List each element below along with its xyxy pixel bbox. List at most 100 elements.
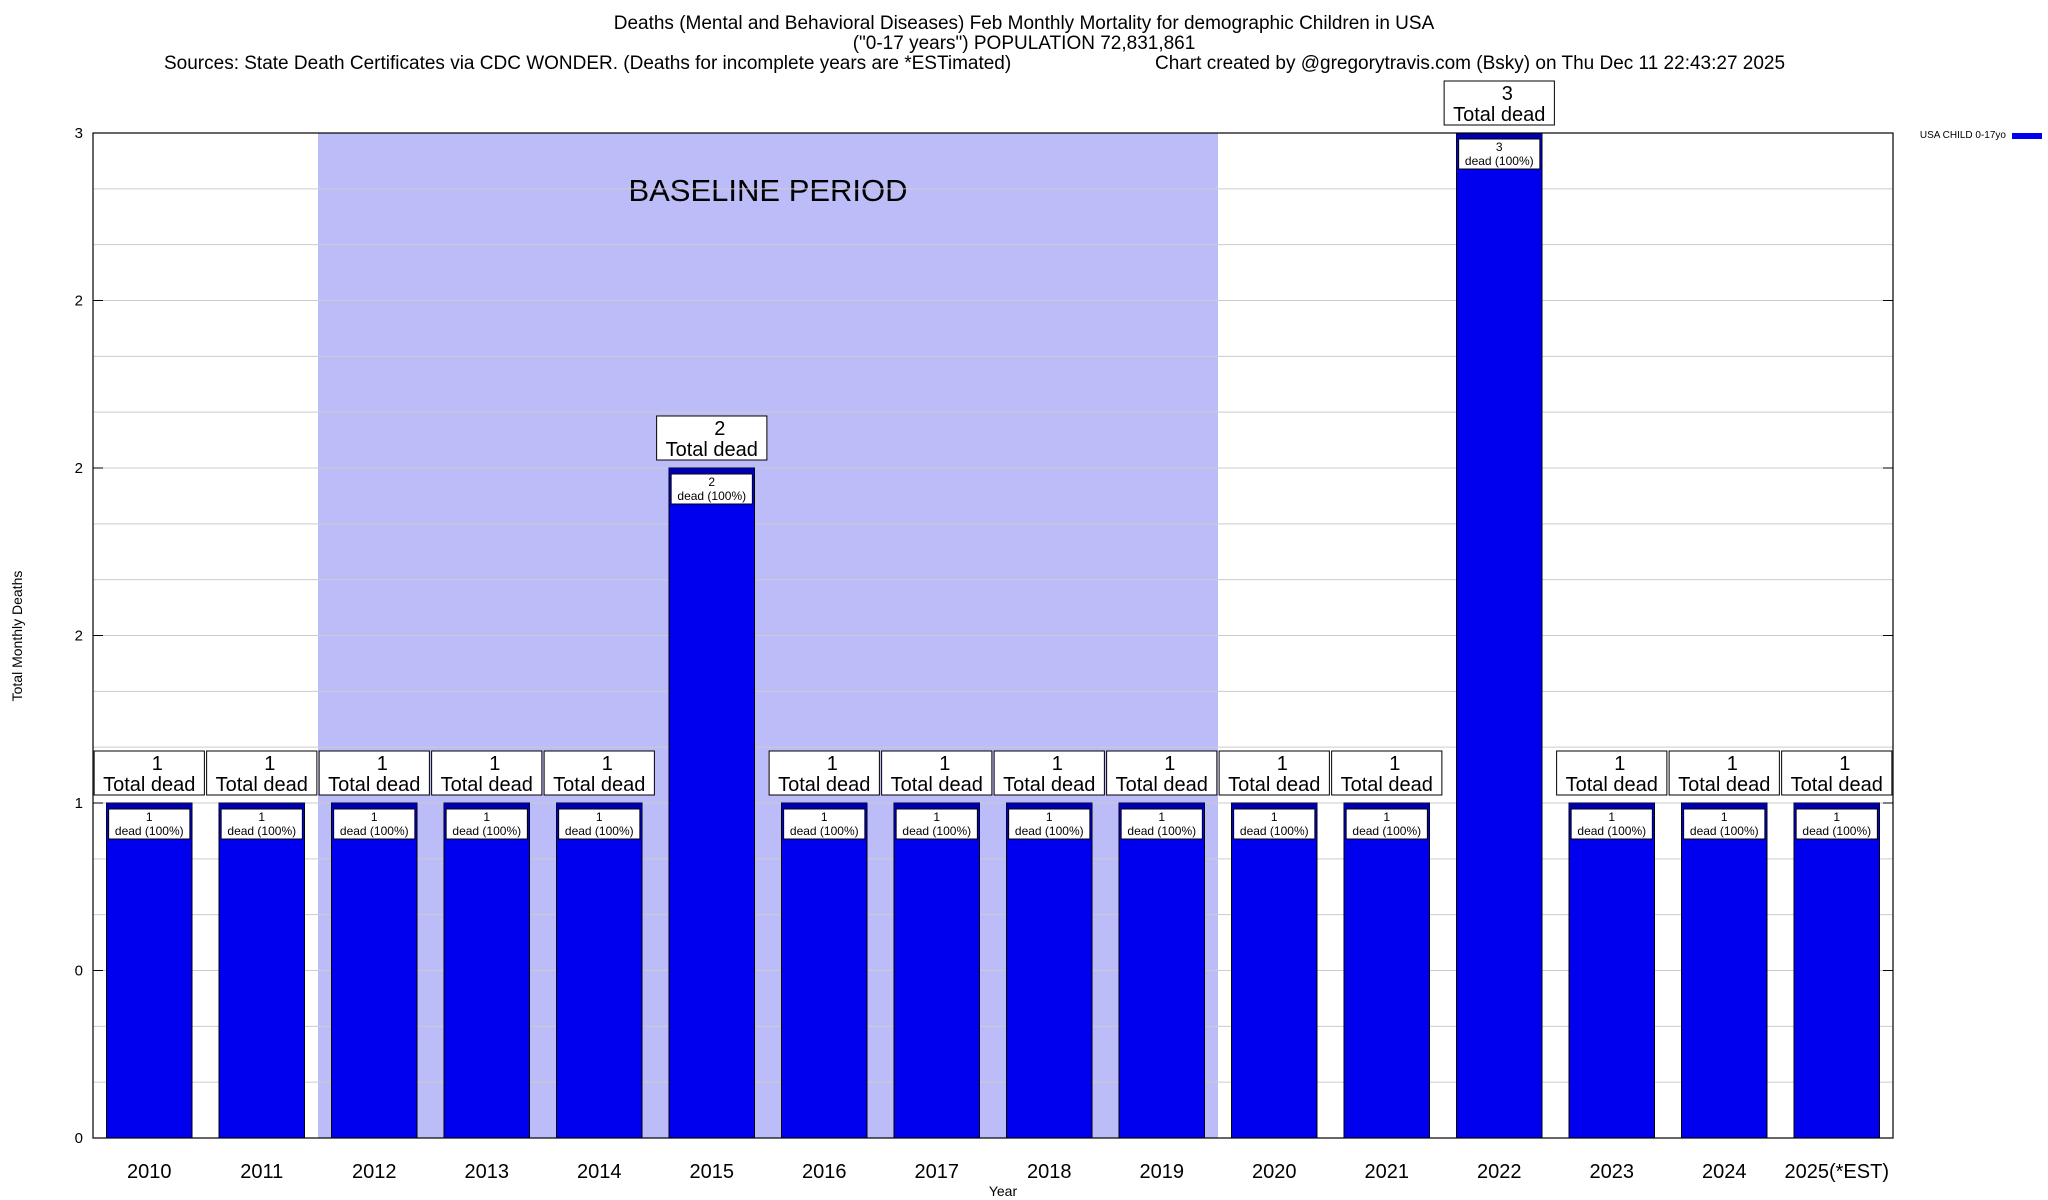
top-label-value: 1: [1164, 753, 1175, 775]
x-tick-label: 2023: [1590, 1161, 1635, 1183]
inner-label-text: dead (100%): [1802, 824, 1871, 838]
inner-label-text: dead (100%): [1015, 824, 1084, 838]
bar: [781, 802, 868, 1139]
chart-credit: Chart created by @gregorytravis.com (Bsk…: [1155, 53, 1786, 74]
x-tick-label: 2012: [352, 1161, 397, 1183]
inner-label-value: 1: [483, 810, 490, 824]
top-label-box: [1331, 750, 1443, 796]
chart-title-line2: ("0-17 years") POPULATION 72,831,861: [852, 33, 1196, 54]
bar: [1118, 802, 1205, 1139]
inner-label-box: [1458, 138, 1541, 170]
inner-label-value: 1: [258, 810, 265, 824]
top-label-text: Total dead: [103, 774, 195, 796]
top-label-box: [318, 750, 430, 796]
inner-label-value: 1: [1721, 810, 1728, 824]
top-label-value: 1: [1277, 753, 1288, 775]
inner-label-text: dead (100%): [677, 489, 746, 503]
bar: [1568, 802, 1655, 1139]
inner-label-value: 1: [596, 810, 603, 824]
top-label-value: 1: [827, 753, 838, 775]
bar-top-edge: [556, 803, 642, 808]
inner-label-value: 1: [821, 810, 828, 824]
inner-label-box: [895, 808, 978, 840]
top-label-text: Total dead: [216, 774, 308, 796]
top-label-box: [1218, 750, 1330, 796]
top-label-box: [656, 415, 768, 461]
bar: [218, 802, 305, 1139]
top-label-text: Total dead: [553, 774, 645, 796]
inner-label-text: dead (100%): [1690, 824, 1759, 838]
top-label-value: 1: [1052, 753, 1063, 775]
top-label-text: Total dead: [891, 774, 983, 796]
y-tick-label: 0: [75, 1130, 83, 1147]
inner-label-box: [783, 808, 866, 840]
top-label-text: Total dead: [778, 774, 870, 796]
x-tick-label: 2011: [240, 1161, 283, 1183]
y-tick-label: 3: [75, 125, 83, 142]
inner-label-box: [333, 808, 416, 840]
x-tick-label: 2013: [465, 1161, 510, 1183]
top-label-box: [1443, 80, 1555, 126]
top-label-text: Total dead: [1341, 774, 1433, 796]
bar-top-edge: [219, 803, 305, 808]
chart-sources: Sources: State Death Certificates via CD…: [164, 53, 1012, 74]
bar-top-edge: [331, 803, 417, 808]
inner-label-text: dead (100%): [227, 824, 296, 838]
x-tick-label: 2020: [1252, 1161, 1297, 1183]
top-label-text: Total dead: [1791, 774, 1883, 796]
y-tick-label: 2: [75, 628, 83, 645]
inner-label-box: [445, 808, 528, 840]
top-label-box: [1556, 750, 1668, 796]
top-label-value: 2: [714, 418, 725, 440]
top-label-value: 1: [1727, 753, 1738, 775]
top-label-text: Total dead: [1003, 774, 1095, 796]
inner-label-value: 1: [1383, 810, 1390, 824]
top-label-box: [1668, 750, 1780, 796]
bar: [1793, 802, 1880, 1139]
top-label-box: [543, 750, 655, 796]
x-tick-label: 2021: [1365, 1161, 1410, 1183]
inner-label-text: dead (100%): [1240, 824, 1309, 838]
bar-top-edge: [669, 468, 755, 473]
inner-label-text: dead (100%): [1127, 824, 1196, 838]
inner-label-value: 1: [1608, 810, 1615, 824]
top-label-text: Total dead: [1116, 774, 1208, 796]
bar: [1231, 802, 1318, 1139]
y-tick-label: 2: [75, 293, 83, 310]
top-label-value: 1: [1614, 753, 1625, 775]
legend: USA CHILD 0-17yo: [1920, 130, 2048, 141]
inner-label-box: [558, 808, 641, 840]
inner-label-box: [1795, 808, 1878, 840]
top-label-text: Total dead: [328, 774, 420, 796]
inner-label-text: dead (100%): [1465, 154, 1534, 168]
top-label-text: Total dead: [1678, 774, 1770, 796]
bar-top-edge: [1794, 803, 1880, 808]
bar: [556, 802, 643, 1139]
x-tick-label: 2022: [1477, 1161, 1522, 1183]
top-label-box: [881, 750, 993, 796]
top-label-text: Total dead: [441, 774, 533, 796]
inner-label-text: dead (100%): [340, 824, 409, 838]
inner-label-box: [1683, 808, 1766, 840]
top-label-value: 1: [377, 753, 388, 775]
bar: [893, 802, 980, 1139]
bar: [331, 802, 418, 1139]
y-axis-label: Total Monthly Deaths: [9, 570, 25, 702]
bar-top-edge: [444, 803, 530, 808]
top-label-value: 1: [602, 753, 613, 775]
inner-label-value: 1: [371, 810, 378, 824]
x-tick-label: 2018: [1027, 1161, 1072, 1183]
legend-label: USA CHILD 0-17yo: [1919, 130, 2006, 141]
inner-label-value: 3: [1496, 140, 1503, 154]
y-tick-label: 2: [75, 460, 83, 477]
x-axis-label: Year: [989, 1183, 1018, 1199]
x-tick-label: 2015: [690, 1161, 735, 1183]
x-tick-label: 2017: [915, 1161, 960, 1183]
bar: [1006, 802, 1093, 1139]
inner-label-box: [108, 808, 191, 840]
inner-label-value: 1: [1833, 810, 1840, 824]
inner-label-value: 2: [708, 475, 715, 489]
bar-top-edge: [1119, 803, 1205, 808]
x-tick-label: 2010: [127, 1161, 172, 1183]
top-label-box: [1106, 750, 1218, 796]
